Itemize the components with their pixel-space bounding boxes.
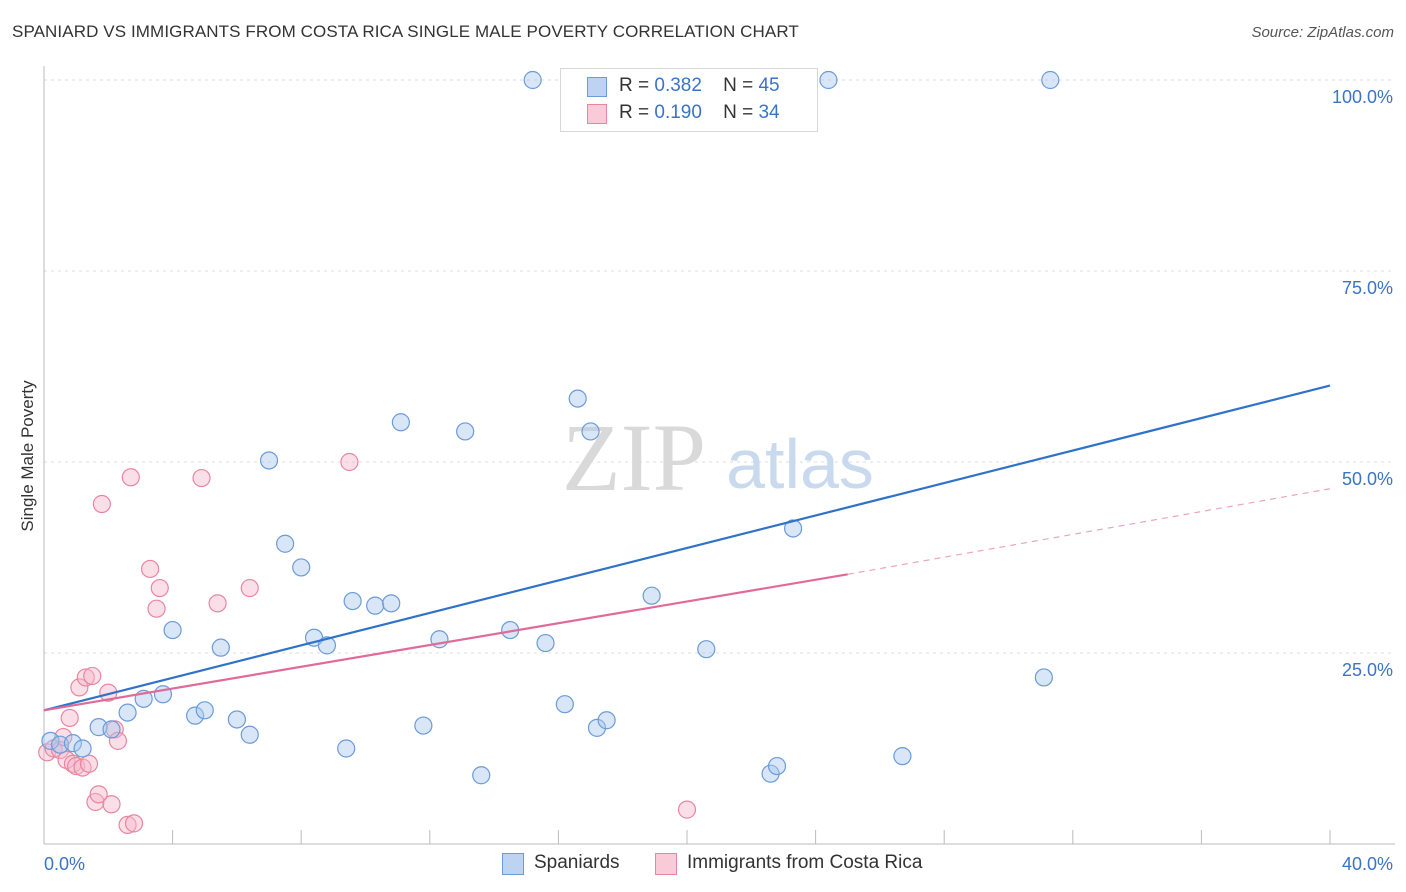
legend-n-value: 34 <box>758 102 780 123</box>
costa-rica-point <box>150 578 169 598</box>
legend-label-costa-rica: Immigrants from Costa Rica <box>687 852 923 873</box>
spaniards-trend-line <box>43 384 1331 712</box>
gridlines <box>44 79 1395 654</box>
y-tick-label: 100.0% <box>1332 87 1393 107</box>
spaniard-point <box>118 703 137 722</box>
watermark-zip: ZIP <box>562 404 706 511</box>
spaniard-point <box>767 756 787 776</box>
legend-swatch-blue <box>587 77 607 97</box>
costa-rica-point <box>92 494 111 514</box>
spaniard-point <box>211 638 230 657</box>
tick-labels: 25.0% 50.0% 75.0% 100.0% 0.0% 40.0% <box>44 87 1393 874</box>
spaniard-point <box>819 70 838 90</box>
spaniard-point <box>536 633 555 653</box>
chart-title: SPANIARD VS IMMIGRANTS FROM COSTA RICA S… <box>12 22 799 41</box>
costa-rica-point <box>108 731 128 750</box>
x-tick-label: 40.0% <box>1342 854 1393 874</box>
costa-rica-point <box>340 452 359 472</box>
legend-r-value: 0.382 <box>654 75 702 96</box>
spaniard-point <box>414 716 433 735</box>
spaniard-point <box>1034 668 1053 687</box>
costa-rica-point <box>76 668 95 687</box>
legend-n-value: 45 <box>758 75 780 96</box>
spaniard-point <box>587 718 607 737</box>
spaniard-point <box>292 558 311 577</box>
spaniard-point <box>259 451 279 470</box>
spaniard-point <box>382 594 401 613</box>
y-tick-label: 50.0% <box>1342 469 1393 489</box>
costa-rica-trend-line <box>43 573 848 712</box>
costa-rica-point <box>79 754 99 773</box>
costa-rica-point <box>677 800 697 819</box>
spaniard-point <box>73 739 92 758</box>
spaniard-point <box>195 701 214 720</box>
costa-rica-point <box>147 599 166 618</box>
costa-rica-point <box>89 785 108 804</box>
spaniard-point <box>783 519 803 538</box>
costa-rica-point <box>208 594 227 613</box>
spaniard-point <box>41 731 60 750</box>
legend-r-value: 0.190 <box>654 102 702 123</box>
costa-rica-trend-extension <box>847 488 1331 575</box>
trend-lines <box>43 384 1331 712</box>
spaniard-point <box>102 720 121 739</box>
spaniard-point <box>893 747 912 766</box>
stats-legend: R = 0.382 N = 45 R = 0.190 N = 34 <box>560 68 818 132</box>
spaniard-point <box>337 739 356 758</box>
spaniard-point <box>227 710 246 729</box>
legend-swatch-blue <box>502 853 524 875</box>
costa-rica-point <box>140 559 160 579</box>
spaniard-point <box>761 764 780 783</box>
spaniard-point <box>581 422 600 441</box>
spaniard-point <box>240 725 259 744</box>
legend-n-label: N = <box>723 75 754 96</box>
costa-rica-point <box>63 754 83 773</box>
costa-rica-point <box>83 666 102 686</box>
y-axis-label: Single Male Poverty <box>18 380 37 532</box>
y-tick-label: 75.0% <box>1342 278 1393 298</box>
costa-rica-point <box>60 708 79 728</box>
source-label: Source: ZipAtlas.com <box>1251 24 1394 41</box>
axes <box>43 66 1395 845</box>
legend-swatch-pink <box>587 104 607 124</box>
spaniard-point <box>472 766 491 785</box>
watermark-atlas: atlas <box>726 425 874 503</box>
y-tick-label: 25.0% <box>1342 660 1393 680</box>
costa-rica-point <box>240 578 259 598</box>
spaniard-point <box>642 586 661 605</box>
costa-rica-point <box>70 678 89 697</box>
spaniard-point <box>366 596 385 615</box>
spaniards-points <box>41 70 1060 785</box>
x-tick-label: 0.0% <box>44 854 85 874</box>
legend-r-label: R = <box>619 75 650 96</box>
costa-rica-point <box>102 795 121 814</box>
legend-r-label: R = <box>619 102 650 123</box>
spaniard-point <box>63 734 83 753</box>
spaniard-point <box>163 620 182 640</box>
legend-swatch-pink <box>655 853 677 875</box>
spaniard-point <box>597 711 616 730</box>
costa-rica-point <box>124 814 144 833</box>
legend-label-spaniards: Spaniards <box>534 852 620 873</box>
costa-rica-point <box>121 468 140 487</box>
spaniard-point <box>391 413 410 432</box>
spaniard-point <box>555 695 574 714</box>
spaniard-point <box>697 640 716 659</box>
costa-rica-point <box>192 468 211 488</box>
costa-rica-point <box>118 815 137 835</box>
spaniard-point <box>456 422 475 441</box>
legend-n-label: N = <box>723 102 754 123</box>
spaniard-point <box>317 636 337 655</box>
watermark: ZIP atlas <box>562 404 874 511</box>
spaniard-point <box>186 706 205 725</box>
spaniard-point <box>276 534 295 553</box>
spaniard-point <box>343 591 362 611</box>
spaniard-point <box>568 389 587 408</box>
spaniard-point <box>1041 70 1060 90</box>
spaniard-point <box>523 70 542 90</box>
